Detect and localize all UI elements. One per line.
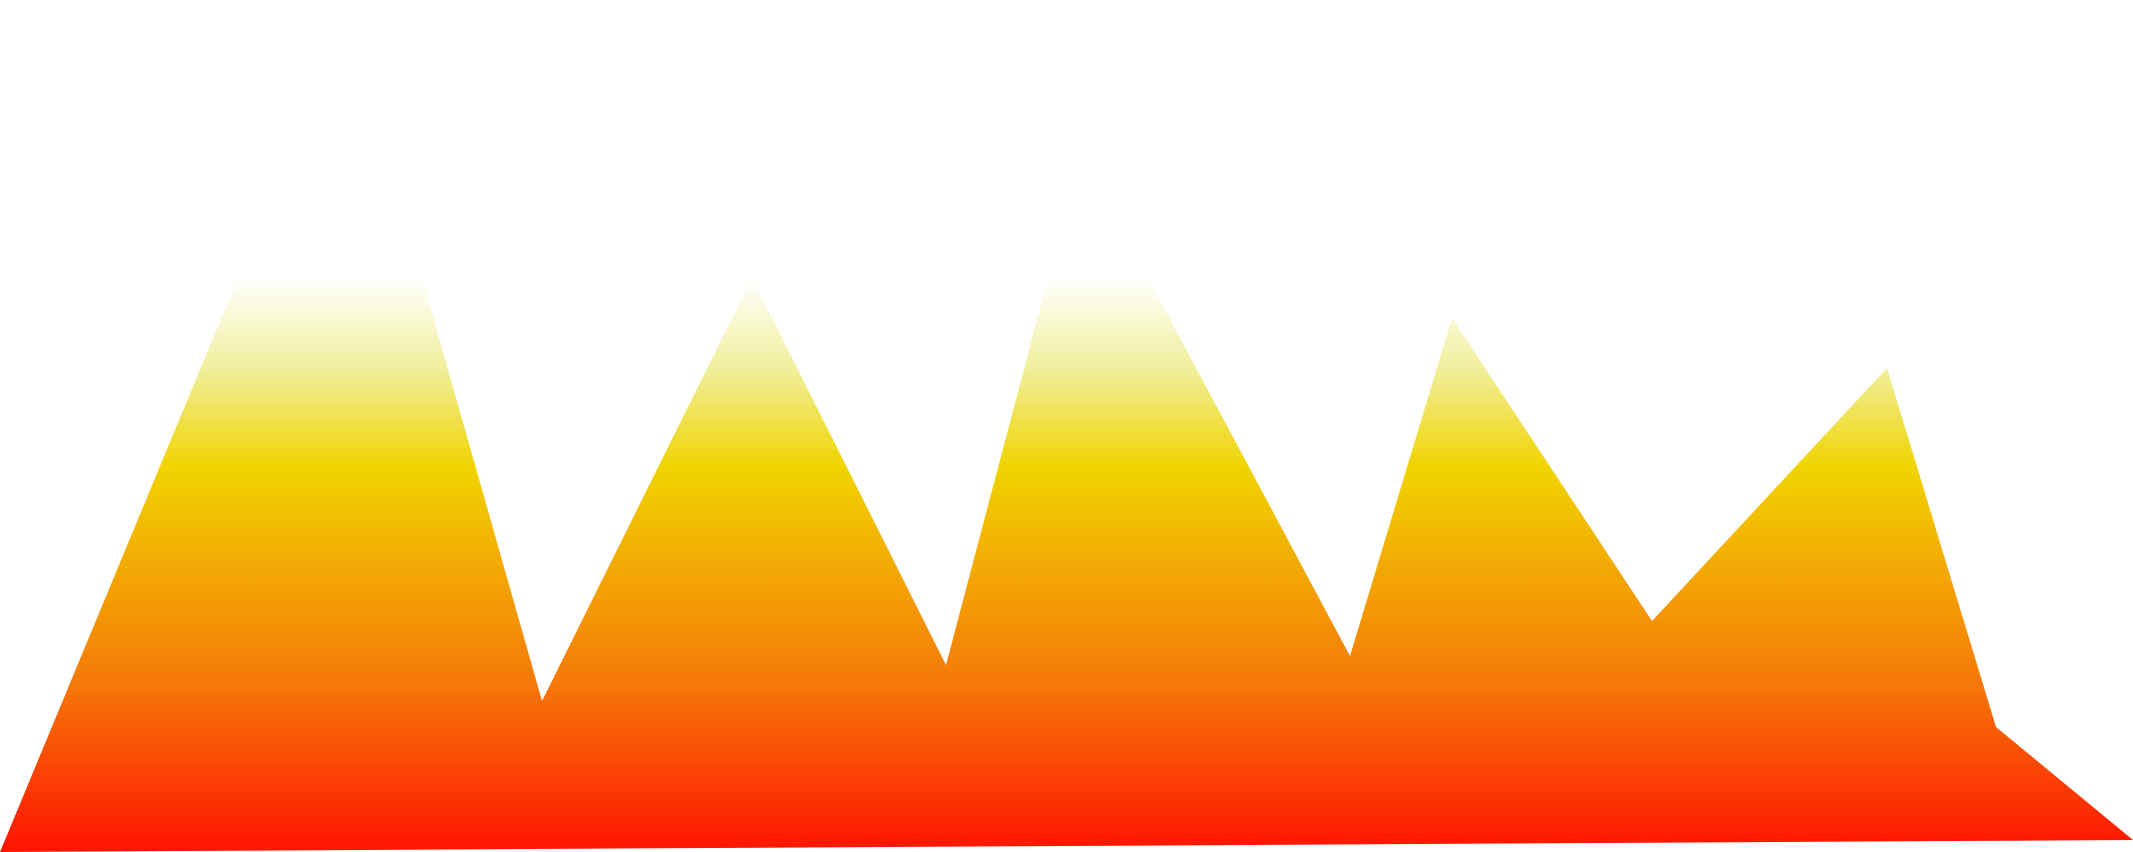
mountain-peaks-shape xyxy=(0,278,2133,852)
